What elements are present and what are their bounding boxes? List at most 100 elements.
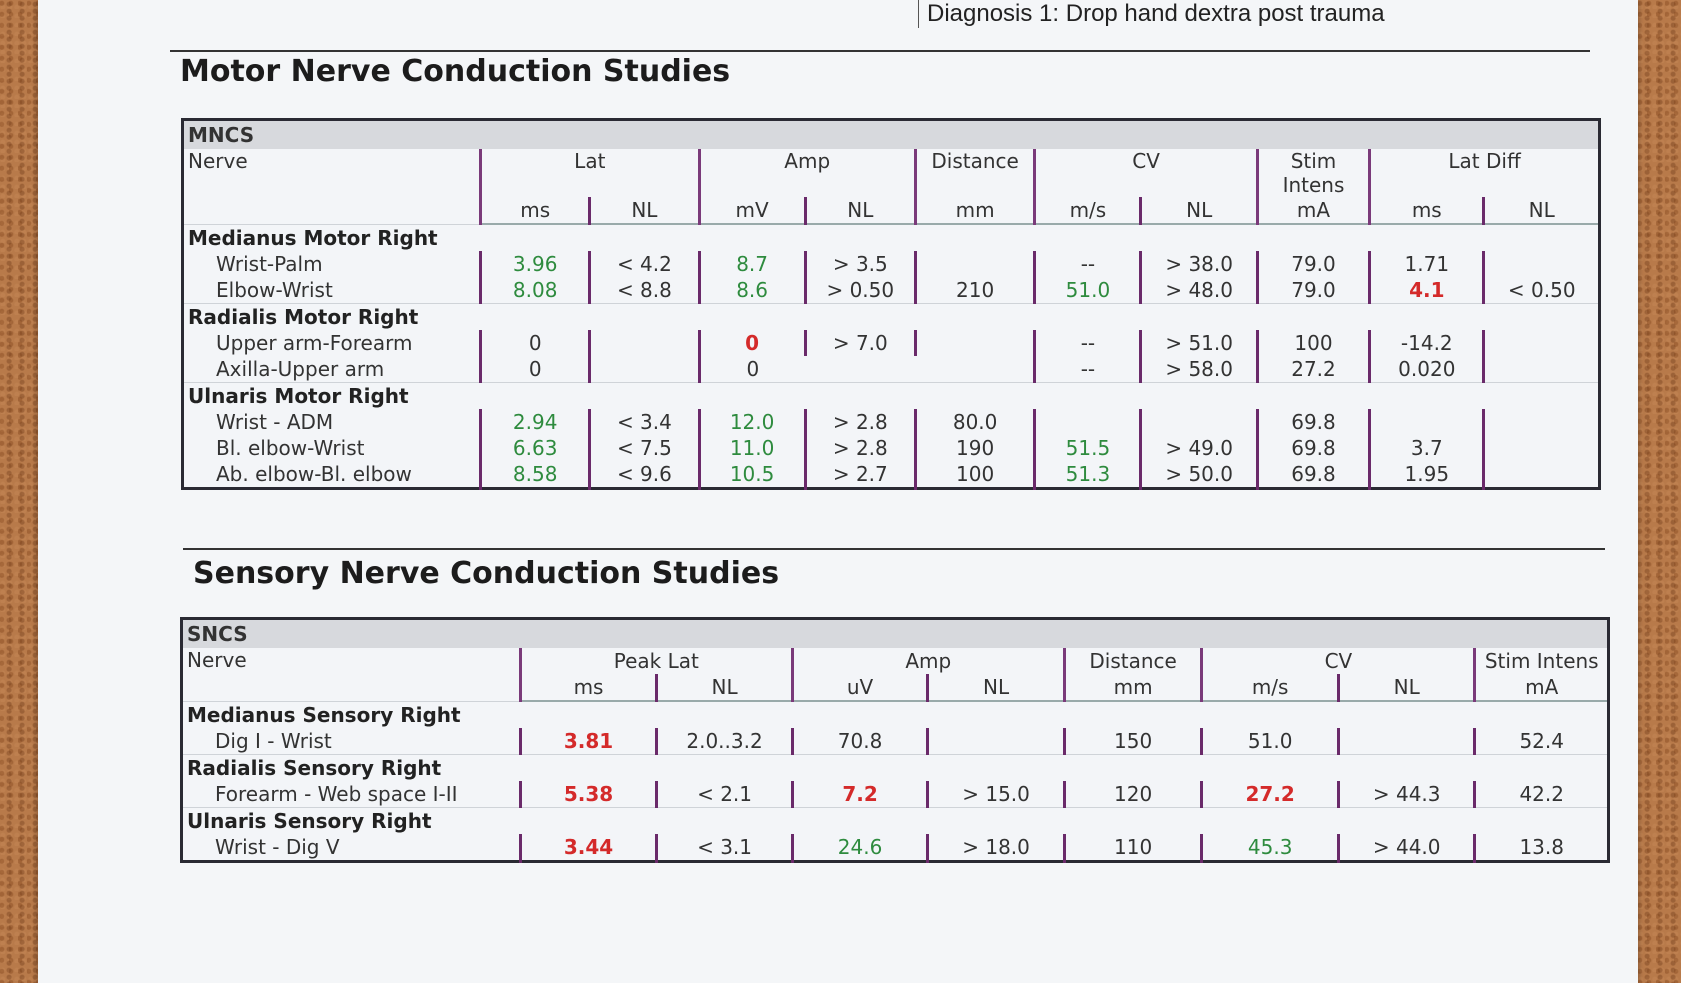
cell: > 44.0: [1336, 834, 1475, 862]
cell: [588, 356, 700, 383]
cell: 51.0: [1033, 277, 1141, 304]
sensory-unit: NL: [1336, 674, 1475, 702]
sensory-header-nerve: Nerve: [187, 648, 247, 672]
cell: > 49.0: [1139, 435, 1258, 461]
section-rule-motor: [170, 50, 1590, 52]
cell: 0: [479, 356, 590, 383]
cell: 79.0: [1255, 277, 1370, 304]
motor-unit: NL: [1139, 197, 1258, 225]
cell: [1139, 409, 1258, 435]
cell: 12.0: [697, 409, 806, 435]
motor-section-title: Motor Nerve Conduction Studies: [180, 54, 731, 89]
cell: 0.020: [1368, 356, 1484, 383]
cell: [913, 251, 1035, 277]
sensory-header-stim: Stim Intens: [1473, 648, 1609, 674]
cell: < 7.5: [588, 435, 700, 461]
cell: 0: [697, 330, 806, 356]
cell: 79.0: [1255, 251, 1370, 277]
cell: 27.2: [1255, 356, 1370, 383]
sensory-unit: NL: [926, 674, 1065, 702]
cell: > 50.0: [1139, 461, 1258, 489]
motor-header-cv: CV: [1033, 149, 1258, 197]
motor-site: Wrist - ADM: [216, 410, 334, 434]
cell: [1368, 409, 1484, 435]
motor-unit: m/s: [1033, 197, 1141, 225]
cell: 51.0: [1200, 728, 1339, 755]
cell: 8.58: [479, 461, 590, 489]
sensory-header-distance: Distance: [1062, 648, 1202, 674]
motor-site: Axilla-Upper arm: [216, 357, 385, 381]
cell: > 2.8: [803, 409, 916, 435]
motor-header-stim: Stim Intens: [1255, 149, 1370, 197]
cell: 2.0..3.2: [655, 728, 793, 755]
cell: 52.4: [1473, 728, 1609, 755]
cell: 69.8: [1255, 461, 1370, 489]
cell: 69.8: [1255, 435, 1370, 461]
cell: > 3.5: [803, 251, 916, 277]
sensory-unit: NL: [655, 674, 793, 702]
cell: 3.96: [479, 251, 590, 277]
motor-band-label: MNCS: [182, 119, 1600, 149]
cell: > 38.0: [1139, 251, 1258, 277]
cell: [1033, 409, 1141, 435]
motor-group-label: Ulnaris Motor Right: [182, 382, 1600, 409]
sensory-unit: m/s: [1200, 674, 1339, 702]
cell: 3.7: [1368, 435, 1484, 461]
sensory-section-title: Sensory Nerve Conduction Studies: [193, 556, 780, 591]
cell: 0: [697, 356, 806, 383]
motor-header-distance: Distance: [913, 149, 1035, 197]
cell: [1482, 409, 1600, 435]
cell: [1482, 330, 1600, 356]
cell: 8.08: [479, 277, 590, 304]
cell: 11.0: [697, 435, 806, 461]
cell: 5.38: [518, 781, 657, 808]
sensory-unit: uV: [790, 674, 928, 702]
cell: 100: [913, 461, 1035, 489]
table-row: Wrist-Palm 3.96 < 4.2 8.7 > 3.5 -- > 38.…: [183, 251, 1600, 277]
motor-header-amp: Amp: [697, 149, 916, 197]
table-row: Wrist - ADM 2.94 < 3.4 12.0 > 2.8 80.0 6…: [183, 409, 1600, 435]
cell: 190: [913, 435, 1035, 461]
sensory-unit: mm: [1062, 674, 1202, 702]
cell: < 3.4: [588, 409, 700, 435]
sensory-header-cv: CV: [1200, 648, 1475, 674]
cell: 10.5: [697, 461, 806, 489]
motor-unit: mV: [697, 197, 806, 225]
cell: > 18.0: [926, 834, 1065, 862]
cell: [588, 330, 700, 356]
sensory-site: Forearm - Web space I-II: [215, 782, 458, 806]
motor-site: Elbow-Wrist: [216, 278, 333, 302]
cell: > 2.7: [803, 461, 916, 489]
cell: [1482, 251, 1600, 277]
cell: --: [1033, 251, 1141, 277]
report-page: Diagnosis 1: Drop hand dextra post traum…: [38, 0, 1638, 983]
diagnosis-label: Diagnosis 1: Drop hand dextra post traum…: [918, 0, 1385, 28]
table-row: Forearm - Web space I-II 5.38 < 2.1 7.2 …: [182, 781, 1609, 808]
table-row: Upper arm-Forearm 0 0 > 7.0 -- > 51.0 10…: [183, 330, 1600, 356]
cell: 45.3: [1200, 834, 1339, 862]
sensory-group-label: Medianus Sensory Right: [181, 700, 1609, 728]
cell: > 58.0: [1139, 356, 1258, 383]
motor-header-lat: Lat: [479, 149, 700, 197]
sensory-site: Wrist - Dig V: [215, 835, 340, 859]
sensory-site: Dig I - Wrist: [215, 729, 332, 753]
table-row: Dig I - Wrist 3.81 2.0..3.2 70.8 150 51.…: [182, 728, 1609, 755]
cell: [1482, 461, 1600, 489]
cell: < 8.8: [588, 277, 700, 304]
cell: --: [1033, 330, 1141, 356]
motor-header-nerve: Nerve: [188, 149, 248, 173]
section-rule-sensory: [183, 548, 1605, 550]
motor-site: Wrist-Palm: [216, 252, 323, 276]
table-row: Ab. elbow-Bl. elbow 8.58 < 9.6 10.5 > 2.…: [183, 461, 1600, 489]
cell: [926, 728, 1065, 755]
cell: 0: [479, 330, 590, 356]
cell: 69.8: [1255, 409, 1370, 435]
sensory-group-label: Radialis Sensory Right: [181, 754, 1609, 781]
cell: > 44.3: [1336, 781, 1475, 808]
motor-unit: NL: [588, 197, 700, 225]
motor-group-label: Medianus Motor Right: [182, 223, 1600, 251]
cell: 4.1: [1368, 277, 1484, 304]
cell: > 0.50: [803, 277, 916, 304]
motor-ncs-table: MNCS Nerve Lat Amp Distance CV Stim Inte…: [181, 118, 1601, 490]
sensory-band-label: SNCS: [181, 618, 1609, 648]
